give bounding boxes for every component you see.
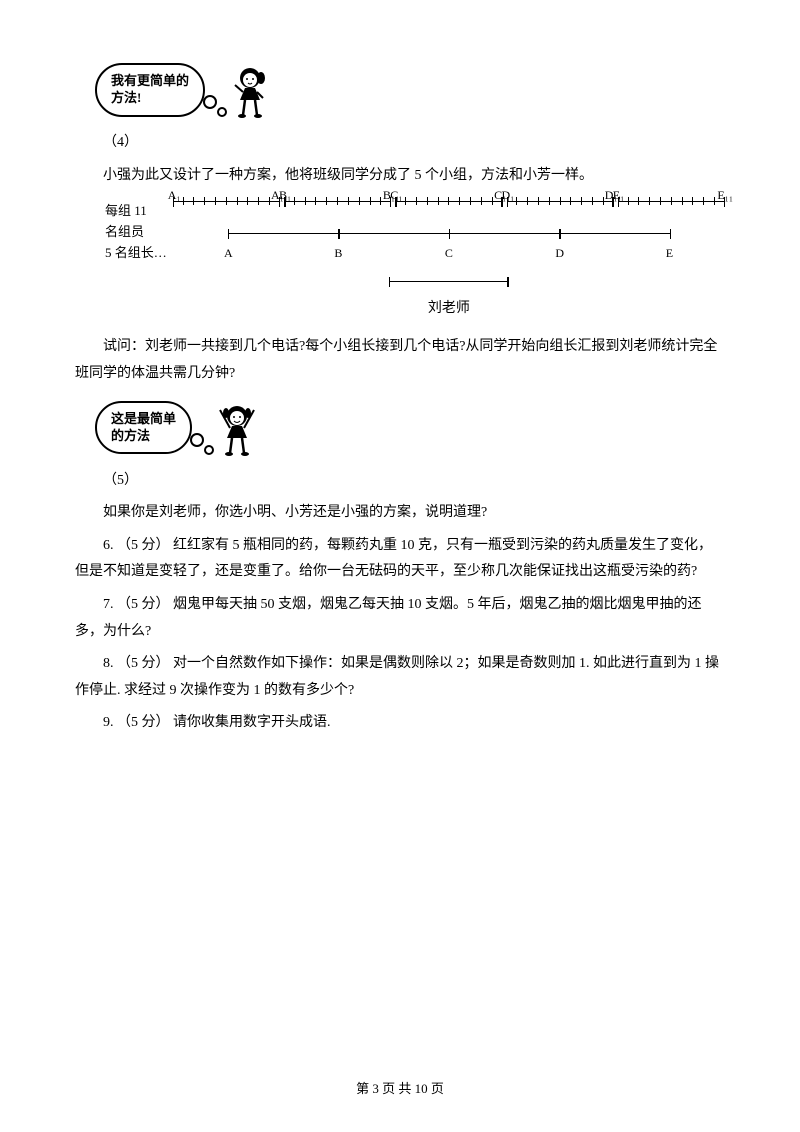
footer-text: 第 3 页 共 10 页 xyxy=(356,1081,444,1096)
diagram-label-1: 每组 11 xyxy=(105,201,167,222)
teacher-label: 刘老师 xyxy=(173,269,725,322)
group-segment: A₁A₁₁ xyxy=(173,201,280,225)
leader-label: D xyxy=(555,242,564,265)
diagram-body: A₁A₁₁B₁B₁₁C₁C₁₁D₁D₁₁E₁E₁₁ A B C D E 刘老师 xyxy=(173,201,725,322)
item-4-number: （4） xyxy=(75,130,725,157)
diagram-side-labels: 每组 11 名组员 5 名组长… xyxy=(105,201,167,263)
cartoon-girl-2 xyxy=(212,398,262,458)
bubble-2: 这是最简单 的方法 xyxy=(95,401,192,455)
bubble-2-line2: 的方法 xyxy=(111,428,150,443)
members-row: A₁A₁₁B₁B₁₁C₁C₁₁D₁D₁₁E₁E₁₁ xyxy=(173,201,725,225)
leaders-row: A B C D E xyxy=(173,233,725,263)
question-6: 6. （5 分） 红红家有 5 瓶相同的药，每颗药丸重 10 克，只有一瓶受到污… xyxy=(75,533,725,586)
question-9: 9. （5 分） 请你收集用数字开头成语. xyxy=(75,710,725,737)
bubble-1: 我有更简单的 方法! xyxy=(95,63,205,117)
bubble-2-line1: 这是最简单 xyxy=(111,411,176,426)
teacher-text: 刘老师 xyxy=(173,296,725,323)
bubble-1-line2: 方法! xyxy=(111,90,141,105)
bubble-1-line1: 我有更简单的 xyxy=(111,73,189,88)
group-segment: D₁D₁₁ xyxy=(507,201,614,225)
speech-bubble-2: 这是最简单 的方法 xyxy=(95,398,725,458)
diagram-label-2: 名组员 xyxy=(105,222,167,243)
question-7: 7. （5 分） 烟鬼甲每天抽 50 支烟，烟鬼乙每天抽 10 支烟。5 年后，… xyxy=(75,592,725,645)
speech-bubble-1: 我有更简单的 方法! xyxy=(95,60,725,120)
group-segment: C₁C₁₁ xyxy=(395,201,502,225)
group-segment: E₁E₁₁ xyxy=(618,201,725,225)
diagram-label-3: 5 名组长… xyxy=(105,243,167,264)
item-4-question: 试问：刘老师一共接到几个电话?每个小组长接到几个电话?从同学开始向组长汇报到刘老… xyxy=(75,334,725,387)
cartoon-girl-1 xyxy=(225,60,275,120)
leader-label: A xyxy=(224,242,233,265)
groups-diagram: 每组 11 名组员 5 名组长… A₁A₁₁B₁B₁₁C₁C₁₁D₁D₁₁E₁E… xyxy=(105,201,725,322)
item-5-text: 如果你是刘老师，你选小明、小芳还是小强的方案，说明道理? xyxy=(75,500,725,527)
question-8: 8. （5 分） 对一个自然数作如下操作：如果是偶数则除以 2；如果是奇数则加 … xyxy=(75,651,725,704)
leader-label: E xyxy=(666,242,673,265)
leader-label: B xyxy=(334,242,342,265)
group-segment: B₁B₁₁ xyxy=(284,201,391,225)
leader-label: C xyxy=(445,242,453,265)
item-5-number: （5） xyxy=(75,468,725,495)
page-footer: 第 3 页 共 10 页 xyxy=(0,1077,800,1102)
